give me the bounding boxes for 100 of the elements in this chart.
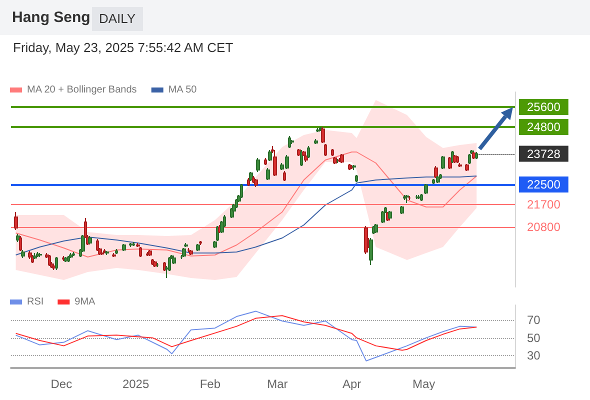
candlestick xyxy=(374,224,378,234)
candlestick xyxy=(115,248,118,254)
candlestick xyxy=(388,210,392,220)
candlestick xyxy=(264,158,267,166)
candlestick xyxy=(199,240,202,246)
candlestick xyxy=(465,164,469,172)
x-tick-label: Mar xyxy=(267,377,288,391)
candlestick xyxy=(129,242,133,248)
x-tick-label: 2025 xyxy=(122,377,150,391)
legend-label: MA 50 xyxy=(168,84,198,96)
y-tick-label: 70 xyxy=(527,313,541,328)
candlestick xyxy=(434,166,438,178)
candlestick xyxy=(16,234,20,242)
candlestick xyxy=(340,154,344,164)
ref-line-label: 25600 xyxy=(527,100,561,114)
ref-line-label: 21700 xyxy=(527,198,561,212)
candlestick xyxy=(420,194,423,202)
candlestick xyxy=(403,194,406,200)
candlestick xyxy=(268,150,272,162)
candlestick xyxy=(348,164,351,170)
candlestick xyxy=(333,156,337,164)
legend-label: 9MA xyxy=(74,296,96,308)
candlestick xyxy=(448,156,452,170)
candlestick xyxy=(38,252,42,258)
candlestick xyxy=(324,144,327,156)
candlestick xyxy=(456,156,459,164)
candlestick xyxy=(122,244,126,252)
candlestick xyxy=(266,168,270,180)
candlestick xyxy=(256,158,260,172)
candlestick xyxy=(163,262,166,272)
candlestick xyxy=(369,238,373,266)
candlestick xyxy=(132,242,135,246)
candlestick xyxy=(21,250,25,258)
candlestick xyxy=(67,256,70,262)
candlestick xyxy=(458,162,462,168)
candlestick xyxy=(252,176,255,184)
candlestick xyxy=(364,226,368,254)
candlestick xyxy=(100,250,104,256)
candlestick xyxy=(273,150,277,176)
candlestick xyxy=(300,150,303,166)
candlestick xyxy=(139,246,142,258)
candlestick xyxy=(72,252,75,256)
candlestick xyxy=(319,126,322,132)
candlestick xyxy=(381,210,385,224)
legend-label: RSI xyxy=(27,296,44,308)
line-series xyxy=(15,315,478,351)
candlestick xyxy=(36,252,39,258)
candlestick xyxy=(105,250,109,256)
candlestick xyxy=(28,250,32,260)
candlestick xyxy=(288,136,291,148)
candlestick xyxy=(314,138,318,144)
chart-title: Hang Seng xyxy=(12,9,90,26)
candlestick xyxy=(31,254,34,264)
ref-line-label: 20800 xyxy=(527,220,561,234)
candlestick xyxy=(352,164,356,170)
candlestick xyxy=(254,178,258,188)
candlestick xyxy=(235,198,238,208)
ref-line-label: 24800 xyxy=(527,120,561,134)
ref-line-label: 23728 xyxy=(527,146,561,161)
candlestick xyxy=(355,174,358,182)
candlestick xyxy=(441,156,445,170)
text: Friday, May 23, 2025 7:55:42 AM CET xyxy=(13,40,234,55)
candlestick xyxy=(475,152,478,160)
y-tick-label: 50 xyxy=(527,330,541,345)
candlestick xyxy=(436,176,440,184)
candlestick xyxy=(52,264,56,270)
candlestick xyxy=(55,256,58,270)
candlestick xyxy=(249,172,253,182)
candlestick xyxy=(96,238,99,252)
candlestick xyxy=(19,236,22,252)
candlestick xyxy=(48,254,51,266)
candlestick xyxy=(321,126,325,144)
candlestick xyxy=(316,128,320,132)
candlestick xyxy=(307,146,310,158)
candlestick xyxy=(405,194,409,204)
line-series xyxy=(15,310,478,362)
candlestick xyxy=(33,252,37,260)
candlestick xyxy=(247,178,250,186)
ref-line-label: 22500 xyxy=(527,178,561,192)
candlestick xyxy=(88,236,92,244)
candlestick xyxy=(439,174,442,180)
candlestick xyxy=(112,252,116,258)
candlestick xyxy=(417,194,421,200)
x-tick-label: Dec xyxy=(50,377,72,391)
y-tick-label: 30 xyxy=(527,348,541,363)
candlestick xyxy=(468,154,471,164)
candlestick xyxy=(189,250,193,256)
candlestick xyxy=(331,148,334,156)
candlestick xyxy=(304,154,308,162)
candlestick xyxy=(290,140,294,144)
chart-subtitle: DAILY xyxy=(92,7,143,31)
candlestick xyxy=(69,252,73,258)
legend-label: MA 20 + Bollinger Bands xyxy=(27,84,137,96)
candlestick xyxy=(283,170,286,182)
candlestick xyxy=(14,212,18,230)
candlestick xyxy=(148,250,152,256)
x-tick-label: Feb xyxy=(200,377,221,391)
candlestick xyxy=(424,184,428,194)
candlestick xyxy=(240,184,243,198)
candlestick xyxy=(400,206,404,214)
